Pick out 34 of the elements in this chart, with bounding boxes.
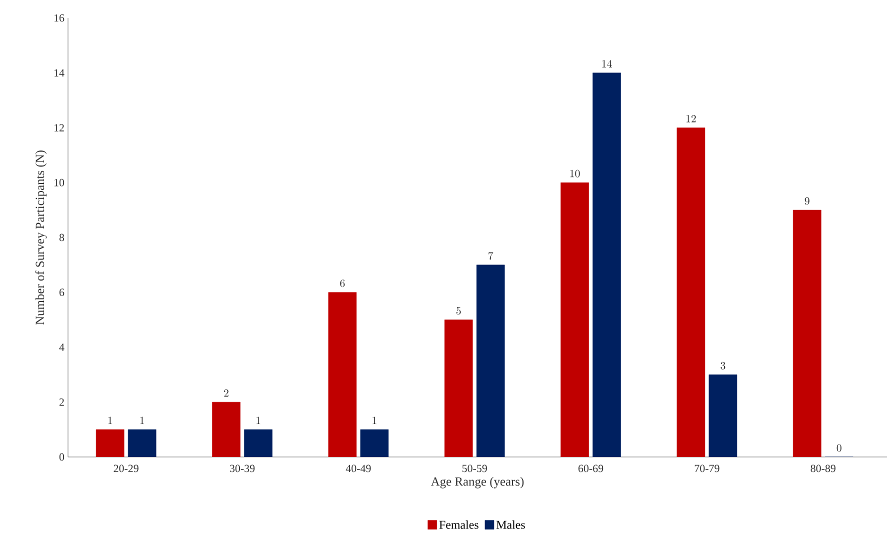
y-tick-label: 6 (59, 288, 64, 296)
y-axis-title: Number of Survey Participants (N) (35, 150, 47, 325)
data-label: 10 (570, 170, 580, 178)
x-tick-label: 80-89 (810, 464, 836, 472)
x-tick-label: 20-29 (114, 464, 138, 472)
y-tick-label: 4 (59, 344, 64, 351)
y-tick-label: 14 (54, 69, 64, 76)
data-label: 1 (372, 416, 376, 424)
data-label: 2 (224, 389, 228, 397)
x-tick-label: 50-59 (462, 464, 487, 472)
legend-label: Females (439, 520, 478, 529)
x-tick-label: 60-69 (578, 464, 604, 472)
data-label: 12 (686, 115, 696, 122)
y-tick-label: 2 (59, 398, 64, 406)
y-tick-label: 12 (54, 124, 64, 132)
x-tick-label: 40-49 (346, 464, 371, 472)
data-label: 1 (140, 416, 144, 424)
data-label: 9 (804, 197, 810, 205)
y-tick-label: 10 (54, 178, 64, 186)
x-tick-label: 30-39 (230, 464, 255, 472)
y-tick-label: 16 (54, 14, 64, 22)
y-tick-label: 0 (59, 453, 64, 461)
data-label: 5 (456, 307, 461, 315)
data-label: 14 (602, 60, 612, 68)
y-tick-label: 8 (59, 234, 64, 242)
legend-label: Males (496, 520, 525, 529)
data-label: 0 (836, 444, 842, 452)
data-label: 7 (488, 252, 494, 260)
data-label: 1 (256, 416, 260, 424)
data-label: 6 (340, 280, 345, 288)
data-label: 3 (720, 362, 726, 370)
x-axis-title: Age Range (years) (430, 476, 524, 488)
data-label: 1 (108, 416, 112, 424)
x-tick-label: 70-79 (694, 464, 720, 472)
